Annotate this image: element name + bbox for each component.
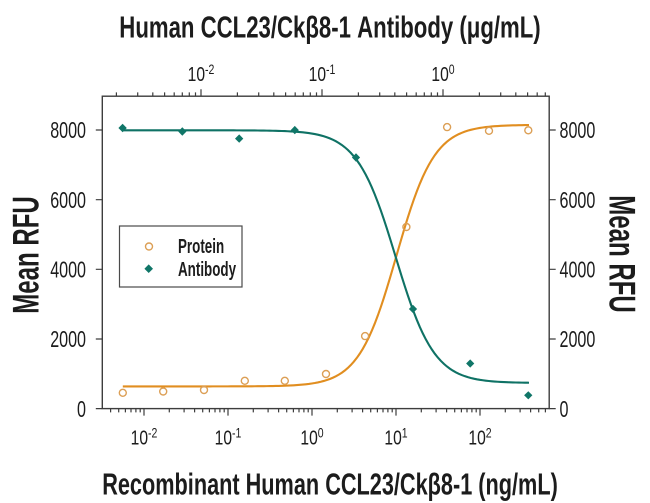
svg-text:6000: 6000	[50, 188, 86, 213]
svg-text:6000: 6000	[560, 188, 596, 213]
svg-text:0: 0	[77, 397, 86, 422]
svg-text:Recombinant Human CCL23/Ckβ8-1: Recombinant Human CCL23/Ckβ8-1 (ng/mL)	[102, 467, 558, 502]
svg-text:8000: 8000	[50, 119, 86, 144]
svg-text:4000: 4000	[50, 258, 86, 283]
svg-text:Mean RFU: Mean RFU	[601, 195, 643, 313]
svg-text:Mean RFU: Mean RFU	[5, 196, 47, 314]
svg-text:2000: 2000	[560, 327, 596, 352]
svg-text:8000: 8000	[560, 119, 596, 144]
svg-text:Antibody: Antibody	[178, 258, 236, 280]
svg-text:Protein: Protein	[178, 235, 224, 257]
svg-text:4000: 4000	[560, 258, 596, 283]
svg-text:0: 0	[560, 397, 569, 422]
svg-text:2000: 2000	[50, 327, 86, 352]
svg-text:Human CCL23/Ckβ8-1 Antibody (μ: Human CCL23/Ckβ8-1 Antibody (μg/mL)	[119, 10, 540, 44]
